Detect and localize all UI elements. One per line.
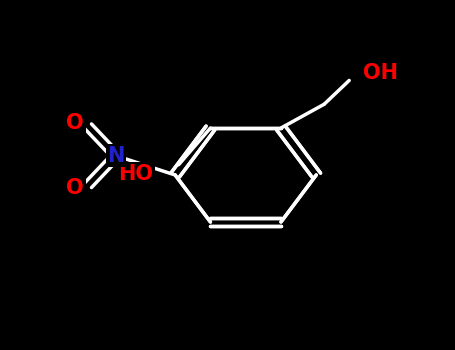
Text: N: N — [107, 146, 125, 166]
Text: HO: HO — [119, 163, 154, 183]
Text: O: O — [66, 113, 84, 133]
Text: OH: OH — [363, 63, 398, 83]
Text: O: O — [66, 178, 84, 198]
